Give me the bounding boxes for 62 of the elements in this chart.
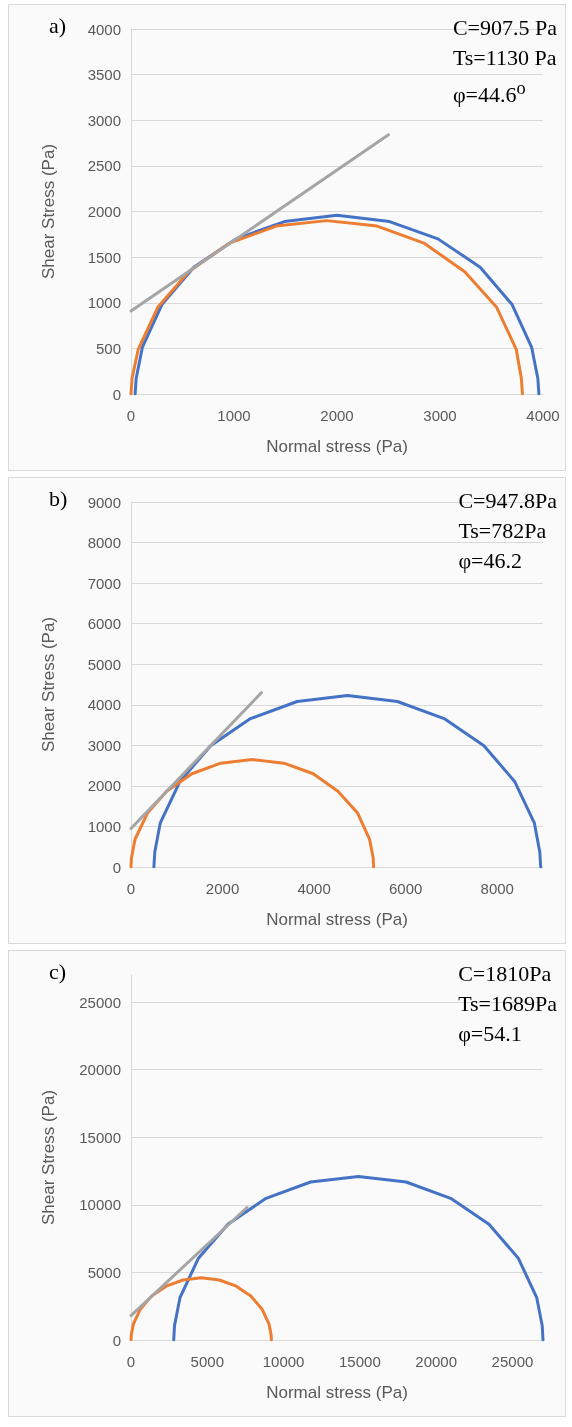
x-tick-label: 6000 <box>388 880 423 897</box>
y-tick-label: 5000 <box>87 1263 121 1281</box>
x-axis-title: Normal stress (Pa) <box>266 1383 408 1402</box>
y-tick-label: 10000 <box>79 1196 121 1214</box>
y-tick-label: 1500 <box>87 248 121 266</box>
y-tick-label: 3500 <box>87 66 121 84</box>
x-tick-label: 5000 <box>190 1353 224 1370</box>
annotation: φ=44.6$^{o}$ <box>452 77 527 110</box>
y-tick-label: 1000 <box>87 294 121 312</box>
text: a) <box>49 13 67 39</box>
annotation: φ=46.2 <box>458 547 523 575</box>
y-tick-label: 2000 <box>87 203 121 220</box>
y-tick-label: 0 <box>112 1331 121 1349</box>
y-tick-label: 5000 <box>87 655 121 673</box>
x-axis-title: Normal stress (Pa) <box>266 437 408 456</box>
x-tick-label: 10000 <box>262 1353 305 1370</box>
y-tick-label: 3000 <box>87 736 121 754</box>
annotation: C=907.5 Pa <box>452 14 557 42</box>
x-tick-label: 25000 <box>491 1353 534 1370</box>
y-axis-title: Shear Stress (Pa) <box>39 1089 58 1226</box>
y-axis-title: Shear Stress (Pa) <box>39 616 58 753</box>
y-tick-label: 20000 <box>79 1061 121 1079</box>
annotation: Ts=782Pa <box>458 517 548 545</box>
text: c) <box>49 959 67 985</box>
y-tick-label: 500 <box>95 339 121 357</box>
annotation: φ=54.1 <box>458 1020 523 1048</box>
line-series <box>172 1174 545 1342</box>
y-tick-label: 6000 <box>87 615 121 633</box>
x-tick-label: 1000 <box>217 407 251 424</box>
x-tick-label: 2000 <box>320 407 354 424</box>
y-tick-label: 8000 <box>87 534 121 552</box>
x-tick-label: 0 <box>126 880 136 897</box>
x-axis-title: Normal stress (Pa) <box>266 910 408 929</box>
y-tick-label: 3000 <box>87 111 121 129</box>
y-tick-label: 0 <box>112 858 121 876</box>
y-tick-label: 9000 <box>87 493 121 511</box>
x-tick-label: 2000 <box>205 880 240 897</box>
y-tick-label: 2500 <box>87 157 121 175</box>
x-tick-label: 4000 <box>297 880 331 897</box>
annotation: Ts=1130 Pa <box>452 44 557 72</box>
y-tick-label: 25000 <box>79 993 121 1011</box>
x-tick-label: 20000 <box>415 1353 458 1370</box>
x-tick-label: 4000 <box>526 407 560 424</box>
y-tick-label: 7000 <box>87 574 121 592</box>
y-axis-title: Shear Stress (Pa) <box>39 143 58 280</box>
annotation: Ts=1689Pa <box>458 990 557 1018</box>
y-tick-label: 0 <box>112 385 121 403</box>
line-series <box>152 693 543 869</box>
text: b) <box>49 486 68 512</box>
x-tick-label: 3000 <box>423 407 457 424</box>
annotation: C=1810Pa <box>458 960 553 988</box>
y-tick-label: 1000 <box>87 817 121 835</box>
annotation: C=947.8Pa <box>458 487 557 515</box>
y-tick-label: 2000 <box>87 777 121 795</box>
y-tick-label: 4000 <box>87 20 121 38</box>
x-tick-label: 8000 <box>480 880 514 897</box>
x-tick-label: 15000 <box>339 1353 381 1370</box>
y-tick-label: 15000 <box>79 1128 121 1146</box>
x-tick-label: 0 <box>126 407 136 424</box>
line-series <box>129 758 376 869</box>
x-tick-label: 0 <box>126 1353 136 1370</box>
y-tick-label: 4000 <box>87 696 121 714</box>
